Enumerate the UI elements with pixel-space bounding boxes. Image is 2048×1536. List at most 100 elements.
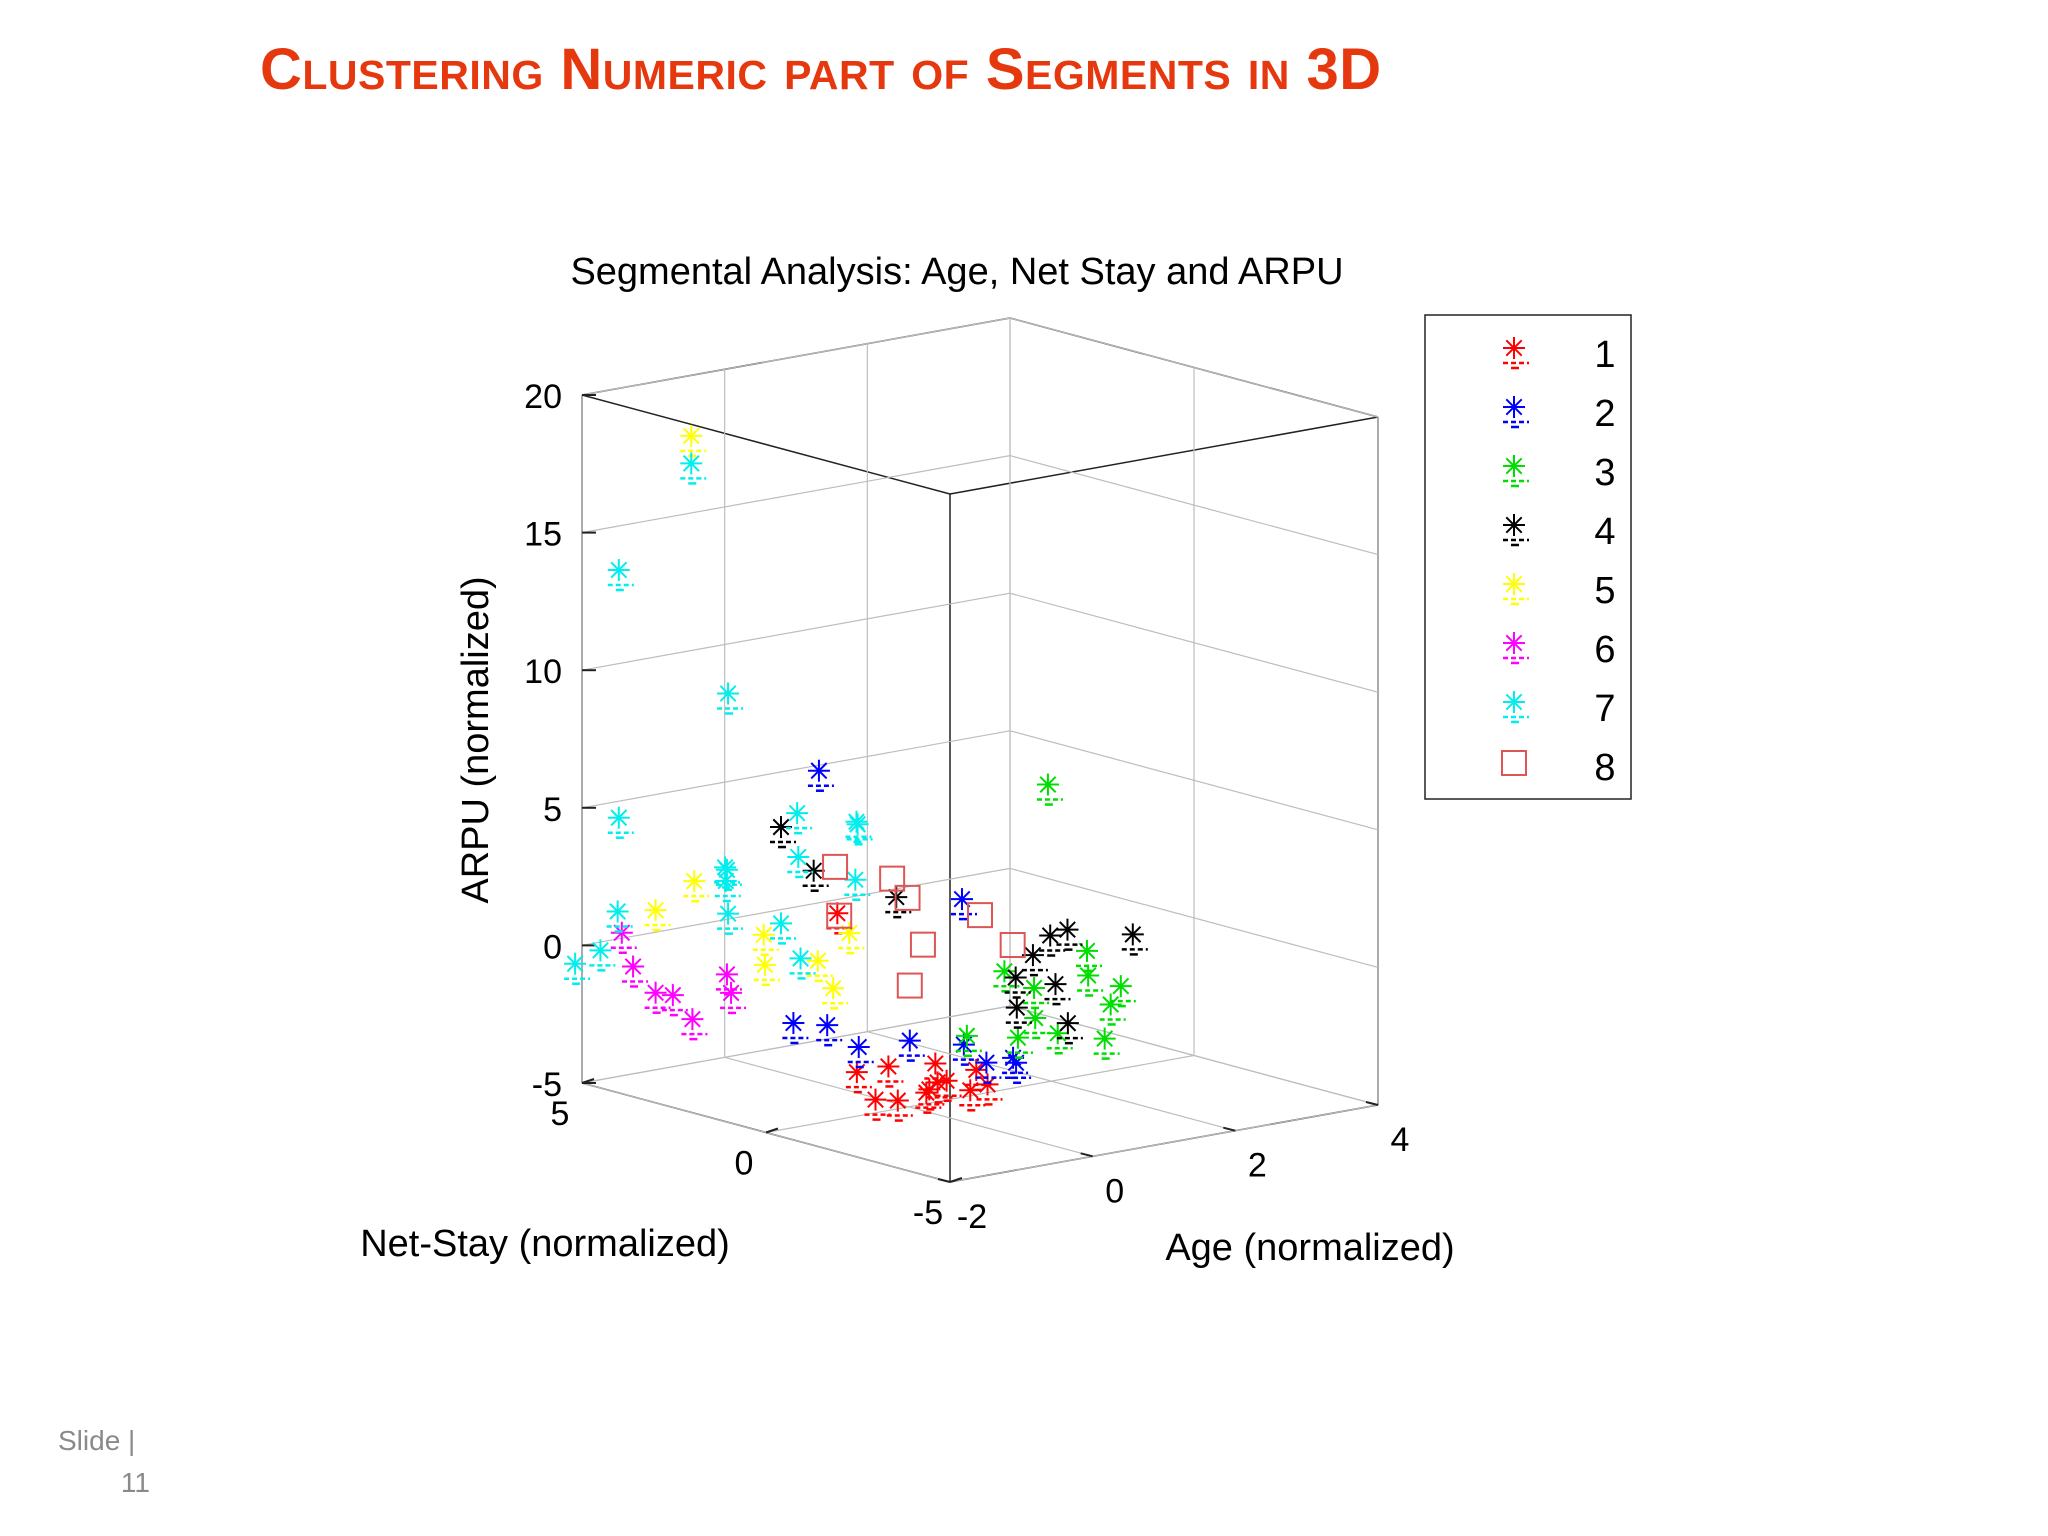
legend-marker-4	[1503, 514, 1529, 547]
grid-line	[949, 1104, 1379, 1183]
series-7-point	[787, 845, 814, 879]
legend-label-8: 8	[1594, 747, 1615, 789]
y-tick-label: -5	[913, 1194, 943, 1232]
series-1-point	[845, 1061, 872, 1094]
series-7-point	[589, 939, 616, 972]
z-tick-label: 5	[543, 791, 562, 829]
series-7-point	[564, 952, 591, 985]
series-8-point	[896, 972, 923, 999]
series-1-point	[924, 1052, 951, 1085]
series-5-point	[683, 870, 710, 903]
series-3-point	[1093, 1027, 1120, 1060]
series-4-point	[1056, 1012, 1083, 1045]
series-7-point	[680, 452, 707, 485]
series-1-point	[877, 1055, 904, 1088]
series-8-point	[822, 853, 849, 880]
legend-label-5: 5	[1594, 570, 1615, 612]
z-tick-label: 10	[524, 653, 562, 691]
series-5-point	[644, 899, 671, 932]
series-7-point	[846, 813, 873, 846]
y-tick-label: 5	[551, 1095, 570, 1133]
legend-marker-8	[1501, 750, 1527, 776]
series-7-point	[786, 802, 813, 835]
z-tick-label: -5	[532, 1066, 562, 1104]
legend-label-4: 4	[1594, 511, 1615, 553]
series-3-point	[1023, 976, 1050, 1010]
grid-line	[581, 592, 1011, 671]
series-3-point	[955, 1024, 982, 1058]
x-tick	[1365, 1101, 1379, 1106]
x-tick	[1223, 1126, 1236, 1132]
series-5-point	[680, 424, 707, 458]
series-6-point	[661, 984, 688, 1017]
series-3-point	[1036, 773, 1063, 806]
legend-box	[1424, 314, 1632, 800]
series-4-point	[1039, 924, 1066, 957]
legend-marker-3	[1503, 455, 1529, 488]
chart-title: Segmental Analysis: Age, Net Stay and AR…	[570, 251, 1343, 293]
series-3-point	[1077, 964, 1104, 997]
axes-edge	[581, 394, 951, 495]
y-tick	[581, 1078, 595, 1084]
axes-box	[581, 317, 1379, 1183]
series-5-point	[838, 922, 865, 955]
series-4-point	[1056, 918, 1083, 951]
series-7-point	[845, 810, 872, 843]
series-7-point	[717, 682, 744, 715]
series-8-point	[999, 932, 1026, 959]
legend-marker-2	[1503, 396, 1529, 429]
grid-line	[581, 455, 1011, 534]
series-4-point	[802, 859, 829, 892]
series-2-point	[782, 1011, 809, 1045]
legend-label-6: 6	[1594, 629, 1615, 671]
series-1-point	[976, 1073, 1003, 1106]
legend: 1 2 3 4 5 6 7 8	[1424, 314, 1632, 800]
series-3-point	[1046, 1022, 1073, 1055]
series-7-point	[607, 806, 634, 839]
series-8-point	[894, 884, 921, 911]
series-7-point	[606, 900, 633, 933]
x-tick-label: 4	[1391, 1121, 1410, 1159]
slide-title: Clustering Numeric part of Segments in 3…	[260, 36, 1382, 103]
z-tick-label: 15	[524, 516, 562, 554]
slide-footer-label: Slide |	[58, 1425, 136, 1456]
series-8-point	[826, 902, 853, 929]
data-points	[564, 424, 1148, 1122]
series-2-point	[898, 1029, 925, 1062]
series-1-point	[864, 1088, 891, 1121]
grid-line	[581, 317, 1011, 396]
series-6-point	[715, 963, 742, 996]
series-2-point	[816, 1014, 843, 1047]
z-tick-label: 0	[543, 928, 562, 966]
grid-line	[581, 1005, 1011, 1084]
y-axis-label: Net-Stay (normalized)	[360, 1223, 730, 1265]
series-3-point	[1076, 939, 1102, 973]
legend-label-3: 3	[1594, 452, 1615, 494]
series-3-point	[1006, 1026, 1033, 1059]
series-3-point	[1024, 1007, 1051, 1040]
series-4-point	[1004, 966, 1031, 999]
slide-title-text: Clustering Numeric part of Segments in 3…	[260, 37, 1382, 102]
x-tick-label: 0	[1105, 1172, 1124, 1210]
grid-line	[581, 867, 1011, 946]
series-4-point	[1005, 996, 1032, 1029]
legend-label-1: 1	[1594, 334, 1615, 376]
series-4-point	[1121, 923, 1148, 956]
series-8-point	[879, 865, 906, 892]
series-7-point	[607, 559, 634, 592]
z-tick-label: 20	[524, 378, 562, 416]
series-6-point	[681, 1008, 708, 1041]
series-2-point	[847, 1036, 874, 1069]
series-7-point	[714, 856, 741, 889]
legend-label-2: 2	[1594, 393, 1615, 435]
series-5-point	[822, 977, 849, 1010]
series-7-point	[789, 947, 816, 980]
series-4-point	[770, 816, 796, 849]
y-tick	[949, 1177, 963, 1183]
series-5-point	[753, 953, 780, 987]
series-3-point	[1109, 975, 1136, 1008]
x-tick-label: -2	[957, 1198, 987, 1236]
grid-line	[581, 730, 1011, 809]
z-axis-label: ARPU (normalized)	[455, 576, 497, 903]
